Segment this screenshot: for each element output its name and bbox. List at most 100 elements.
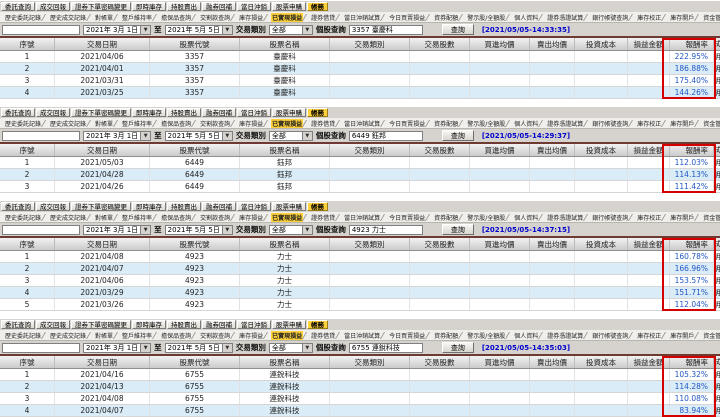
table-row[interactable]: 2 2021/04/07 4923 力士 166.96% 明: [0, 263, 720, 275]
sub-tab[interactable]: 擔保品查詢: [161, 120, 192, 128]
toolbar-tab[interactable]: 證券下單密碼變更: [71, 202, 131, 211]
sub-tab[interactable]: 庫存校正: [637, 120, 662, 128]
sub-tab[interactable]: 銀行帳號查詢: [592, 332, 629, 340]
table-row[interactable]: 2 2021/04/13 6755 連銳科技 114.28% 明: [0, 381, 720, 393]
sub-tab[interactable]: 警示股/全額股: [467, 14, 506, 22]
table-row[interactable]: 4 2021/03/29 4923 力士 151.71% 明: [0, 287, 720, 299]
toolbar-tab[interactable]: 成交回報: [36, 2, 70, 11]
table-row[interactable]: 3 2021/04/06 4923 力士 153.57% 明: [0, 275, 720, 287]
toolbar-tab[interactable]: 股票申購: [272, 108, 306, 117]
table-row[interactable]: 1 2021/04/16 6755 連銳科技 105.32% 明: [0, 369, 720, 381]
sub-tab[interactable]: 歷史成交記錄: [50, 14, 87, 22]
toolbar-tab[interactable]: 帳務: [307, 108, 328, 117]
date-to-select[interactable]: 2021年 5月 5日 ▼: [164, 24, 233, 35]
toolbar-tab[interactable]: 證券下單密碼變更: [71, 320, 131, 329]
sub-tab[interactable]: 證券借貸: [311, 120, 336, 128]
sub-tab[interactable]: 庫存開戶: [670, 214, 695, 222]
sub-tab[interactable]: 證券憑證試算: [547, 120, 584, 128]
toolbar-tab[interactable]: 股票申購: [272, 320, 306, 329]
sub-tab[interactable]: 歷史委託記錄: [5, 14, 42, 22]
toolbar-tab[interactable]: 成交回報: [36, 108, 70, 117]
toolbar-tab[interactable]: 融券回補: [202, 320, 236, 329]
sub-tab[interactable]: 警示股/全額股: [467, 214, 506, 222]
sub-tab[interactable]: 庫存損益: [239, 14, 264, 22]
toolbar-tab[interactable]: 即時庫存: [132, 2, 166, 11]
sub-tab[interactable]: 個人資料: [514, 14, 539, 22]
sub-tab[interactable]: 證券憑證試算: [547, 332, 584, 340]
sub-tab[interactable]: 資券配額: [434, 120, 459, 128]
sub-tab[interactable]: 交割款查詢: [200, 14, 231, 22]
table-row[interactable]: 1 2021/04/08 4923 力士 160.78% 明: [0, 251, 720, 263]
sub-tab[interactable]: 交割款查詢: [200, 332, 231, 340]
date-to-select[interactable]: 2021年 5月 5日 ▼: [164, 224, 233, 235]
sub-tab[interactable]: 個人資料: [514, 120, 539, 128]
query-button[interactable]: 查詢: [441, 224, 474, 235]
table-row[interactable]: 3 2021/04/26 6449 鈺邦 111.42% 明: [0, 181, 720, 193]
toolbar-tab[interactable]: 股票申購: [272, 2, 306, 11]
toolbar-tab[interactable]: 股票申購: [272, 202, 306, 211]
sub-tab[interactable]: 資金管理帳戶: [703, 214, 720, 222]
sub-tab[interactable]: 已實現損益: [271, 118, 304, 128]
sub-tab[interactable]: 庫存開戶: [670, 120, 695, 128]
sub-tab[interactable]: 今日買賣損益: [389, 14, 426, 22]
sub-tab[interactable]: 證券憑證試算: [547, 14, 584, 22]
sub-tab[interactable]: 當日沖銷試算: [344, 332, 381, 340]
sub-tab[interactable]: 今日買賣損益: [389, 214, 426, 222]
sub-tab[interactable]: 整戶維持率: [122, 214, 153, 222]
table-row[interactable]: 4 2021/04/07 6755 連銳科技 83.94% 明: [0, 405, 720, 417]
date-from-select[interactable]: 2021年 3月 1日 ▼: [83, 130, 152, 141]
toolbar-tab[interactable]: 帳務: [307, 202, 328, 211]
sub-tab[interactable]: 個人資料: [514, 214, 539, 222]
sub-tab[interactable]: 擔保品查詢: [161, 332, 192, 340]
table-row[interactable]: 4 2021/03/25 3357 臺慶科 144.26% 明: [0, 87, 720, 99]
toolbar-tab[interactable]: 帳務: [307, 320, 328, 329]
trade-type-select[interactable]: 全部 ▼: [268, 24, 313, 35]
toolbar-tab[interactable]: 證券下單密碼變更: [71, 2, 131, 11]
sub-tab[interactable]: 已實現損益: [271, 212, 304, 222]
toolbar-tab[interactable]: 當日沖銷: [237, 320, 271, 329]
blank-input[interactable]: [2, 130, 80, 141]
query-button[interactable]: 查詢: [441, 130, 474, 141]
table-row[interactable]: 3 2021/04/08 6755 連銳科技 110.08% 明: [0, 393, 720, 405]
toolbar-tab[interactable]: 委託查詢: [1, 2, 35, 11]
toolbar-tab[interactable]: 持股賣出: [167, 202, 201, 211]
table-row[interactable]: 2 2021/04/28 6449 鈺邦 114.13% 明: [0, 169, 720, 181]
query-button[interactable]: 查詢: [441, 342, 474, 353]
sub-tab[interactable]: 擔保品查詢: [161, 214, 192, 222]
blank-input[interactable]: [2, 342, 80, 353]
trade-type-select[interactable]: 全部 ▼: [268, 224, 313, 235]
toolbar-tab[interactable]: 帳務: [307, 2, 328, 11]
sub-tab[interactable]: 銀行帳號查詢: [592, 14, 629, 22]
stock-query-input[interactable]: 6755 連銳科技: [348, 342, 423, 353]
sub-tab[interactable]: 資金管理帳戶: [703, 332, 720, 340]
sub-tab[interactable]: 今日買賣損益: [389, 332, 426, 340]
toolbar-tab[interactable]: 融券回補: [202, 2, 236, 11]
trade-type-select[interactable]: 全部 ▼: [268, 130, 313, 141]
sub-tab[interactable]: 對帳單: [95, 214, 114, 222]
sub-tab[interactable]: 證券借貸: [311, 214, 336, 222]
blank-input[interactable]: [2, 24, 80, 35]
sub-tab[interactable]: 對帳單: [95, 120, 114, 128]
sub-tab[interactable]: 整戶維持率: [122, 14, 153, 22]
date-from-select[interactable]: 2021年 3月 1日 ▼: [83, 224, 152, 235]
date-to-select[interactable]: 2021年 5月 5日 ▼: [164, 130, 233, 141]
table-row[interactable]: 1 2021/04/06 3357 臺慶科 222.95% 明: [0, 51, 720, 63]
blank-input[interactable]: [2, 224, 80, 235]
table-row[interactable]: 3 2021/03/31 3357 臺慶科 175.40% 明: [0, 75, 720, 87]
sub-tab[interactable]: 當日沖銷試算: [344, 214, 381, 222]
sub-tab[interactable]: 歷史委託記錄: [5, 214, 42, 222]
toolbar-tab[interactable]: 即時庫存: [132, 320, 166, 329]
sub-tab[interactable]: 庫存損益: [239, 214, 264, 222]
sub-tab[interactable]: 對帳單: [95, 14, 114, 22]
sub-tab[interactable]: 個人資料: [514, 332, 539, 340]
sub-tab[interactable]: 交割款查詢: [200, 120, 231, 128]
sub-tab[interactable]: 今日買賣損益: [389, 120, 426, 128]
sub-tab[interactable]: 庫存校正: [637, 14, 662, 22]
toolbar-tab[interactable]: 持股賣出: [167, 108, 201, 117]
table-row[interactable]: 1 2021/05/03 6449 鈺邦 112.03% 明: [0, 157, 720, 169]
toolbar-tab[interactable]: 成交回報: [36, 320, 70, 329]
sub-tab[interactable]: 資金管理帳戶: [703, 14, 720, 22]
sub-tab[interactable]: 銀行帳號查詢: [592, 214, 629, 222]
sub-tab[interactable]: 庫存校正: [637, 214, 662, 222]
table-row[interactable]: 2 2021/04/01 3357 臺慶科 186.88% 明: [0, 63, 720, 75]
